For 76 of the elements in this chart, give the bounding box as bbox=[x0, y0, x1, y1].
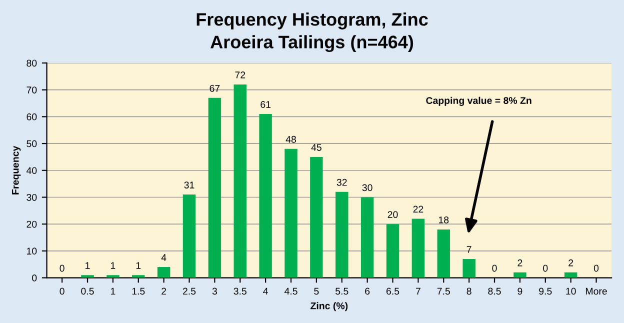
data-label: 22 bbox=[413, 206, 424, 213]
x-tick-label: 1 bbox=[110, 288, 116, 295]
x-tick-label: 10 bbox=[566, 288, 576, 295]
data-label: 2 bbox=[518, 259, 522, 266]
bar bbox=[386, 224, 400, 278]
x-tick-label: 6 bbox=[365, 288, 370, 295]
annotation: Capping value = 8% Zn bbox=[426, 96, 532, 106]
bar bbox=[462, 258, 476, 278]
bar bbox=[310, 156, 323, 278]
y-tick-label: 60 bbox=[26, 113, 37, 120]
chart-title: Frequency Histogram, Zinc bbox=[196, 12, 428, 30]
y-tick-label: 40 bbox=[26, 167, 37, 174]
x-tick-label: 3 bbox=[212, 288, 217, 295]
bar bbox=[284, 148, 298, 278]
x-tick-label: 3.5 bbox=[234, 288, 246, 295]
x-tick-label: 0 bbox=[60, 288, 64, 295]
bar bbox=[412, 218, 425, 278]
bar bbox=[208, 98, 222, 278]
data-label: 1 bbox=[136, 262, 141, 269]
data-label: 61 bbox=[260, 101, 270, 108]
data-label: 4 bbox=[161, 254, 166, 261]
y-tick-label: 50 bbox=[26, 140, 37, 148]
data-label: 31 bbox=[184, 182, 194, 188]
x-tick-label: 4.5 bbox=[284, 288, 298, 295]
bar bbox=[234, 84, 246, 278]
bar bbox=[564, 272, 578, 278]
bar bbox=[132, 275, 145, 278]
x-tick-label: 8 bbox=[466, 288, 472, 295]
data-label: 48 bbox=[286, 136, 296, 143]
bar bbox=[157, 267, 170, 278]
data-label: 0 bbox=[543, 264, 548, 272]
x-tick-label: 2 bbox=[162, 288, 166, 295]
data-label: 67 bbox=[210, 84, 220, 92]
bar bbox=[437, 229, 450, 278]
x-tick-label: More bbox=[586, 288, 607, 295]
bar bbox=[81, 275, 94, 278]
chart-subtitle: Aroeira Tailings (n=464) bbox=[210, 35, 414, 52]
data-label: 72 bbox=[235, 71, 246, 78]
data-label: 7 bbox=[466, 246, 472, 253]
x-tick-label: 9.5 bbox=[539, 288, 552, 295]
data-label: 1 bbox=[86, 262, 90, 269]
y-axis-title: Frequency bbox=[12, 146, 21, 194]
x-tick-label: 9 bbox=[518, 288, 522, 295]
data-label: 20 bbox=[388, 211, 398, 218]
data-label: 32 bbox=[336, 178, 347, 186]
bar bbox=[259, 114, 272, 278]
data-label: 2 bbox=[568, 259, 574, 266]
x-tick-label: 2.5 bbox=[182, 288, 196, 295]
y-tick-label: 30 bbox=[26, 194, 37, 201]
y-tick-label: 20 bbox=[26, 220, 37, 228]
x-tick-label: 4 bbox=[263, 288, 268, 295]
y-tick-label: 10 bbox=[27, 248, 37, 255]
y-tick-label: 70 bbox=[26, 86, 37, 94]
bar bbox=[336, 192, 348, 278]
bar bbox=[106, 275, 120, 278]
data-label: 45 bbox=[311, 144, 322, 151]
x-tick-label: 7.5 bbox=[437, 288, 450, 295]
y-tick-label: 80 bbox=[26, 60, 37, 67]
bar bbox=[514, 272, 526, 278]
x-tick-label: 5 bbox=[314, 288, 319, 295]
x-tick-label: 7 bbox=[416, 288, 420, 295]
data-label: 18 bbox=[438, 216, 449, 224]
bar bbox=[182, 194, 196, 278]
y-tick-label: 0 bbox=[32, 274, 37, 282]
x-tick-label: 1.5 bbox=[132, 288, 145, 295]
data-label: 0 bbox=[492, 264, 497, 272]
x-tick-label: 5.5 bbox=[336, 288, 348, 295]
x-tick-label: 8.5 bbox=[488, 288, 501, 295]
data-label: 0 bbox=[594, 264, 599, 272]
data-label: 0 bbox=[60, 264, 64, 272]
data-label: 30 bbox=[362, 184, 372, 192]
x-tick-label: 0.5 bbox=[81, 288, 94, 295]
data-label: 1 bbox=[110, 262, 116, 269]
x-tick-label: 6.5 bbox=[386, 288, 400, 295]
x-axis-title: Zinc (%) bbox=[310, 302, 348, 312]
bar bbox=[360, 197, 374, 278]
